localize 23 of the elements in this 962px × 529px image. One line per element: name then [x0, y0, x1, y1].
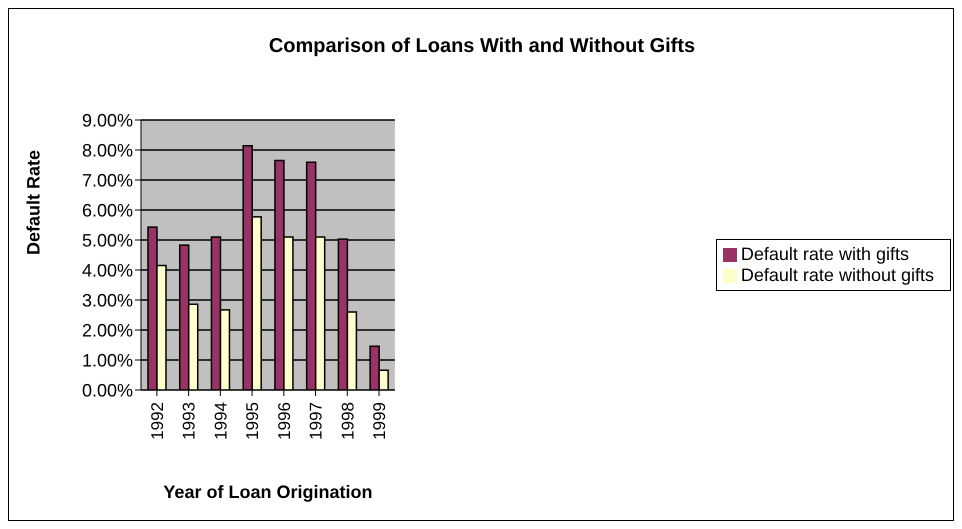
y-tick-label: 0.00%: [82, 380, 133, 400]
y-tick-label: 4.00%: [82, 260, 133, 280]
x-axis-title: Year of Loan Origination: [163, 482, 372, 502]
y-tick-label: 8.00%: [82, 140, 133, 160]
x-tick-label: 1997: [306, 402, 326, 440]
y-tick-label: 9.00%: [82, 110, 133, 130]
y-tick-label: 3.00%: [82, 290, 133, 310]
x-tick-label: 1998: [338, 402, 358, 440]
legend-label: Default rate without gifts: [740, 264, 934, 284]
x-tick-label: 1992: [148, 402, 167, 440]
legend-label: Default rate with gifts: [740, 244, 909, 264]
y-tick-label: 5.00%: [82, 230, 133, 250]
x-tick-label: 1995: [243, 402, 262, 440]
text: Comparison of Loans With and Without Gifts: [268, 35, 696, 58]
x-tick-label: 1999: [370, 402, 390, 440]
y-tick-label: 1.00%: [82, 350, 133, 370]
y-tick-label: 6.00%: [82, 200, 133, 220]
y-tick-label: 2.00%: [82, 320, 133, 340]
y-tick-label: 7.00%: [82, 170, 133, 190]
y-axis-title: Default Rate: [23, 150, 44, 255]
x-tick-label: 1994: [211, 402, 230, 440]
x-tick-label: 1993: [180, 402, 199, 440]
x-tick-label: 1996: [274, 402, 294, 440]
